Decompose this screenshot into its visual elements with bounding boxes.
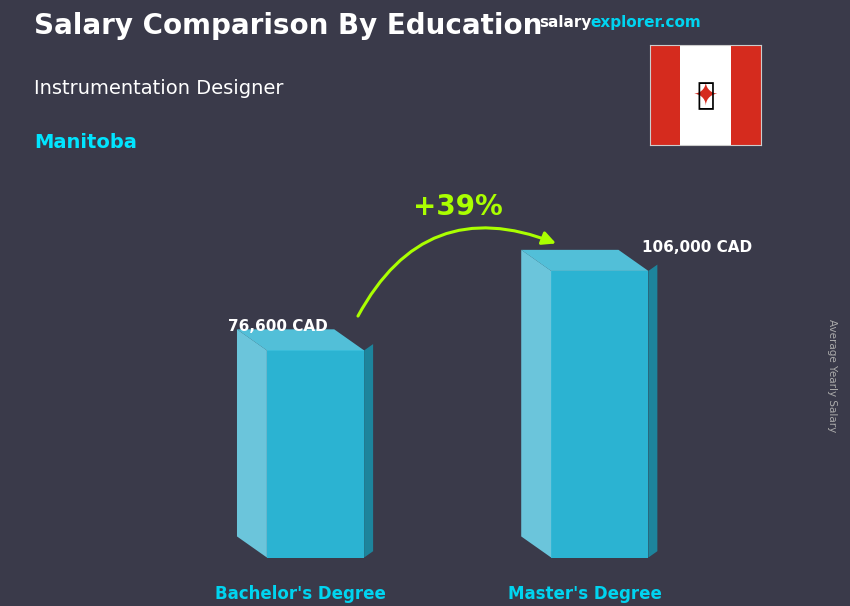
Text: 🍁: 🍁 xyxy=(696,81,715,110)
Text: 106,000 CAD: 106,000 CAD xyxy=(642,240,752,255)
Polygon shape xyxy=(650,45,680,145)
Polygon shape xyxy=(731,45,761,145)
Text: Bachelor's Degree: Bachelor's Degree xyxy=(215,585,386,602)
Text: explorer.com: explorer.com xyxy=(591,15,701,30)
Polygon shape xyxy=(364,344,373,558)
Polygon shape xyxy=(237,329,364,350)
Polygon shape xyxy=(237,329,267,558)
Text: salary: salary xyxy=(540,15,592,30)
Polygon shape xyxy=(267,350,364,558)
Text: +39%: +39% xyxy=(413,193,502,221)
Text: Master's Degree: Master's Degree xyxy=(507,585,662,602)
Text: ✦: ✦ xyxy=(693,81,718,110)
Text: Average Yearly Salary: Average Yearly Salary xyxy=(827,319,837,432)
Text: Salary Comparison By Education: Salary Comparison By Education xyxy=(34,12,542,40)
Text: Instrumentation Designer: Instrumentation Designer xyxy=(34,79,284,98)
Text: Manitoba: Manitoba xyxy=(34,133,137,152)
Text: 76,600 CAD: 76,600 CAD xyxy=(229,319,328,334)
Polygon shape xyxy=(551,271,649,558)
Polygon shape xyxy=(521,250,649,271)
Polygon shape xyxy=(649,265,657,558)
Polygon shape xyxy=(521,250,551,558)
